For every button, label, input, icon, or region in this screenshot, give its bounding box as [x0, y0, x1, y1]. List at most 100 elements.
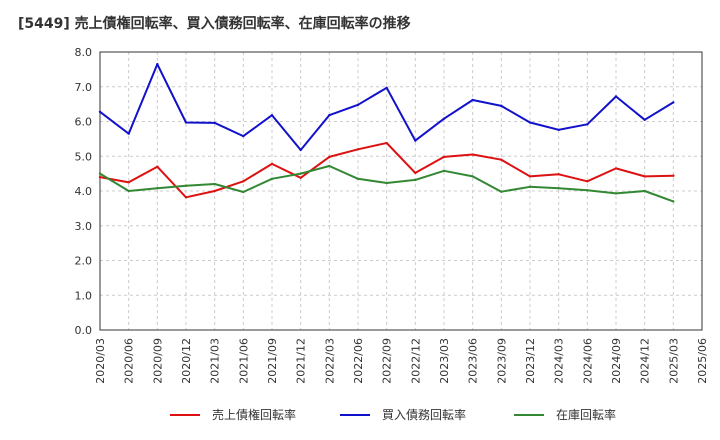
data-point [643, 189, 646, 193]
data-point [385, 181, 388, 185]
data-point [414, 178, 417, 182]
data-point [127, 181, 130, 184]
x-tick-label: 2023/03 [438, 338, 451, 384]
x-tick-label: 2021/12 [295, 338, 308, 384]
data-point [586, 189, 589, 192]
data-point [299, 148, 302, 152]
data-point [557, 187, 560, 190]
chart-title: [5449] 売上債権回転率、買入債務回転率、在庫回転率の推移 [18, 16, 411, 32]
y-tick-label: 3.0 [75, 220, 93, 233]
y-tick-label: 2.0 [75, 255, 93, 268]
x-tick-label: 2025/03 [667, 338, 680, 384]
y-tick-label: 1.0 [75, 289, 93, 302]
data-point [557, 128, 560, 132]
legend-label: 売上債権回転率 [212, 407, 296, 422]
data-point [442, 169, 446, 173]
x-tick-label: 2023/06 [467, 338, 480, 384]
data-point [98, 172, 102, 175]
data-point [643, 118, 646, 121]
data-point [328, 164, 331, 168]
data-point [242, 180, 245, 183]
x-tick-label: 2021/09 [266, 338, 279, 384]
legend-label: 買入債務回転率 [382, 407, 466, 422]
data-point [328, 155, 331, 159]
data-point [127, 132, 130, 135]
data-point [672, 101, 675, 104]
x-tick-label: 2024/06 [581, 338, 594, 384]
data-point [672, 174, 675, 177]
data-point [385, 86, 388, 89]
data-point [414, 139, 417, 142]
y-tick-label: 8.0 [75, 46, 93, 59]
data-point [471, 98, 474, 102]
x-tick-label: 2023/09 [495, 338, 508, 384]
data-point [156, 165, 159, 168]
data-point [299, 176, 302, 179]
data-point [184, 184, 188, 187]
x-tick-label: 2024/03 [553, 338, 566, 384]
x-tick-label: 2020/12 [180, 338, 193, 384]
data-point [184, 196, 188, 199]
axis-layer: 0.0 1.0 2.0 3.0 4.0 5.0 6.0 7.0 8.0 2020/03 2020/0… [75, 46, 710, 384]
data-point [500, 104, 503, 108]
data-point [299, 172, 302, 175]
data-point [586, 180, 589, 183]
x-tick-label: 2024/12 [639, 338, 652, 384]
x-tick-label: 2022/06 [352, 338, 365, 384]
y-tick-label: 0.0 [75, 324, 93, 337]
data-point [156, 62, 159, 66]
data-point [385, 141, 388, 145]
data-point [614, 192, 618, 195]
data-point [643, 175, 646, 178]
data-point [127, 189, 130, 193]
data-point [500, 190, 503, 193]
x-tick-label: 2021/06 [237, 338, 250, 384]
data-point [614, 95, 618, 98]
x-tick-label: 2024/09 [610, 338, 623, 384]
data-point [98, 175, 102, 179]
series-layer [98, 62, 675, 203]
y-tick-label: 4.0 [75, 185, 93, 198]
data-point [270, 162, 274, 166]
data-point [471, 153, 474, 156]
x-tick-label: 2022/09 [381, 338, 394, 384]
legend: 売上債権回転率 買入債務回転率 在庫回転率 [170, 407, 616, 422]
data-point [356, 103, 360, 107]
data-point [213, 182, 216, 186]
x-tick-label: 2022/03 [323, 338, 336, 384]
data-point [414, 171, 417, 175]
data-point [184, 121, 188, 124]
x-tick-label: 2020/06 [123, 338, 136, 384]
x-tick-label: 2020/03 [94, 338, 107, 384]
data-point [442, 117, 446, 120]
y-tick-label: 5.0 [75, 150, 93, 163]
data-point [471, 175, 474, 178]
data-point [213, 189, 216, 193]
data-point [356, 177, 360, 181]
data-point [242, 190, 245, 194]
data-point [672, 200, 675, 203]
data-point [270, 114, 274, 117]
data-point [442, 155, 446, 159]
data-point [500, 158, 503, 161]
x-tick-label: 2023/12 [524, 338, 537, 384]
x-tick-label: 2020/09 [151, 338, 164, 384]
data-point [528, 175, 532, 178]
data-point [528, 185, 532, 189]
data-point [98, 110, 102, 113]
y-tick-label: 6.0 [75, 116, 93, 129]
x-tick-label: 2021/03 [209, 338, 222, 384]
legend-label: 在庫回転率 [556, 407, 616, 422]
y-tick-label: 7.0 [75, 81, 93, 94]
plot-frame [99, 51, 703, 331]
data-point [356, 148, 360, 151]
grid-layer [99, 51, 703, 331]
data-point [242, 134, 245, 138]
data-point [614, 167, 618, 170]
data-point [528, 121, 532, 124]
data-point [328, 114, 331, 117]
x-tick-label: 2022/12 [409, 338, 422, 384]
data-point [270, 177, 274, 181]
data-point [557, 173, 560, 176]
